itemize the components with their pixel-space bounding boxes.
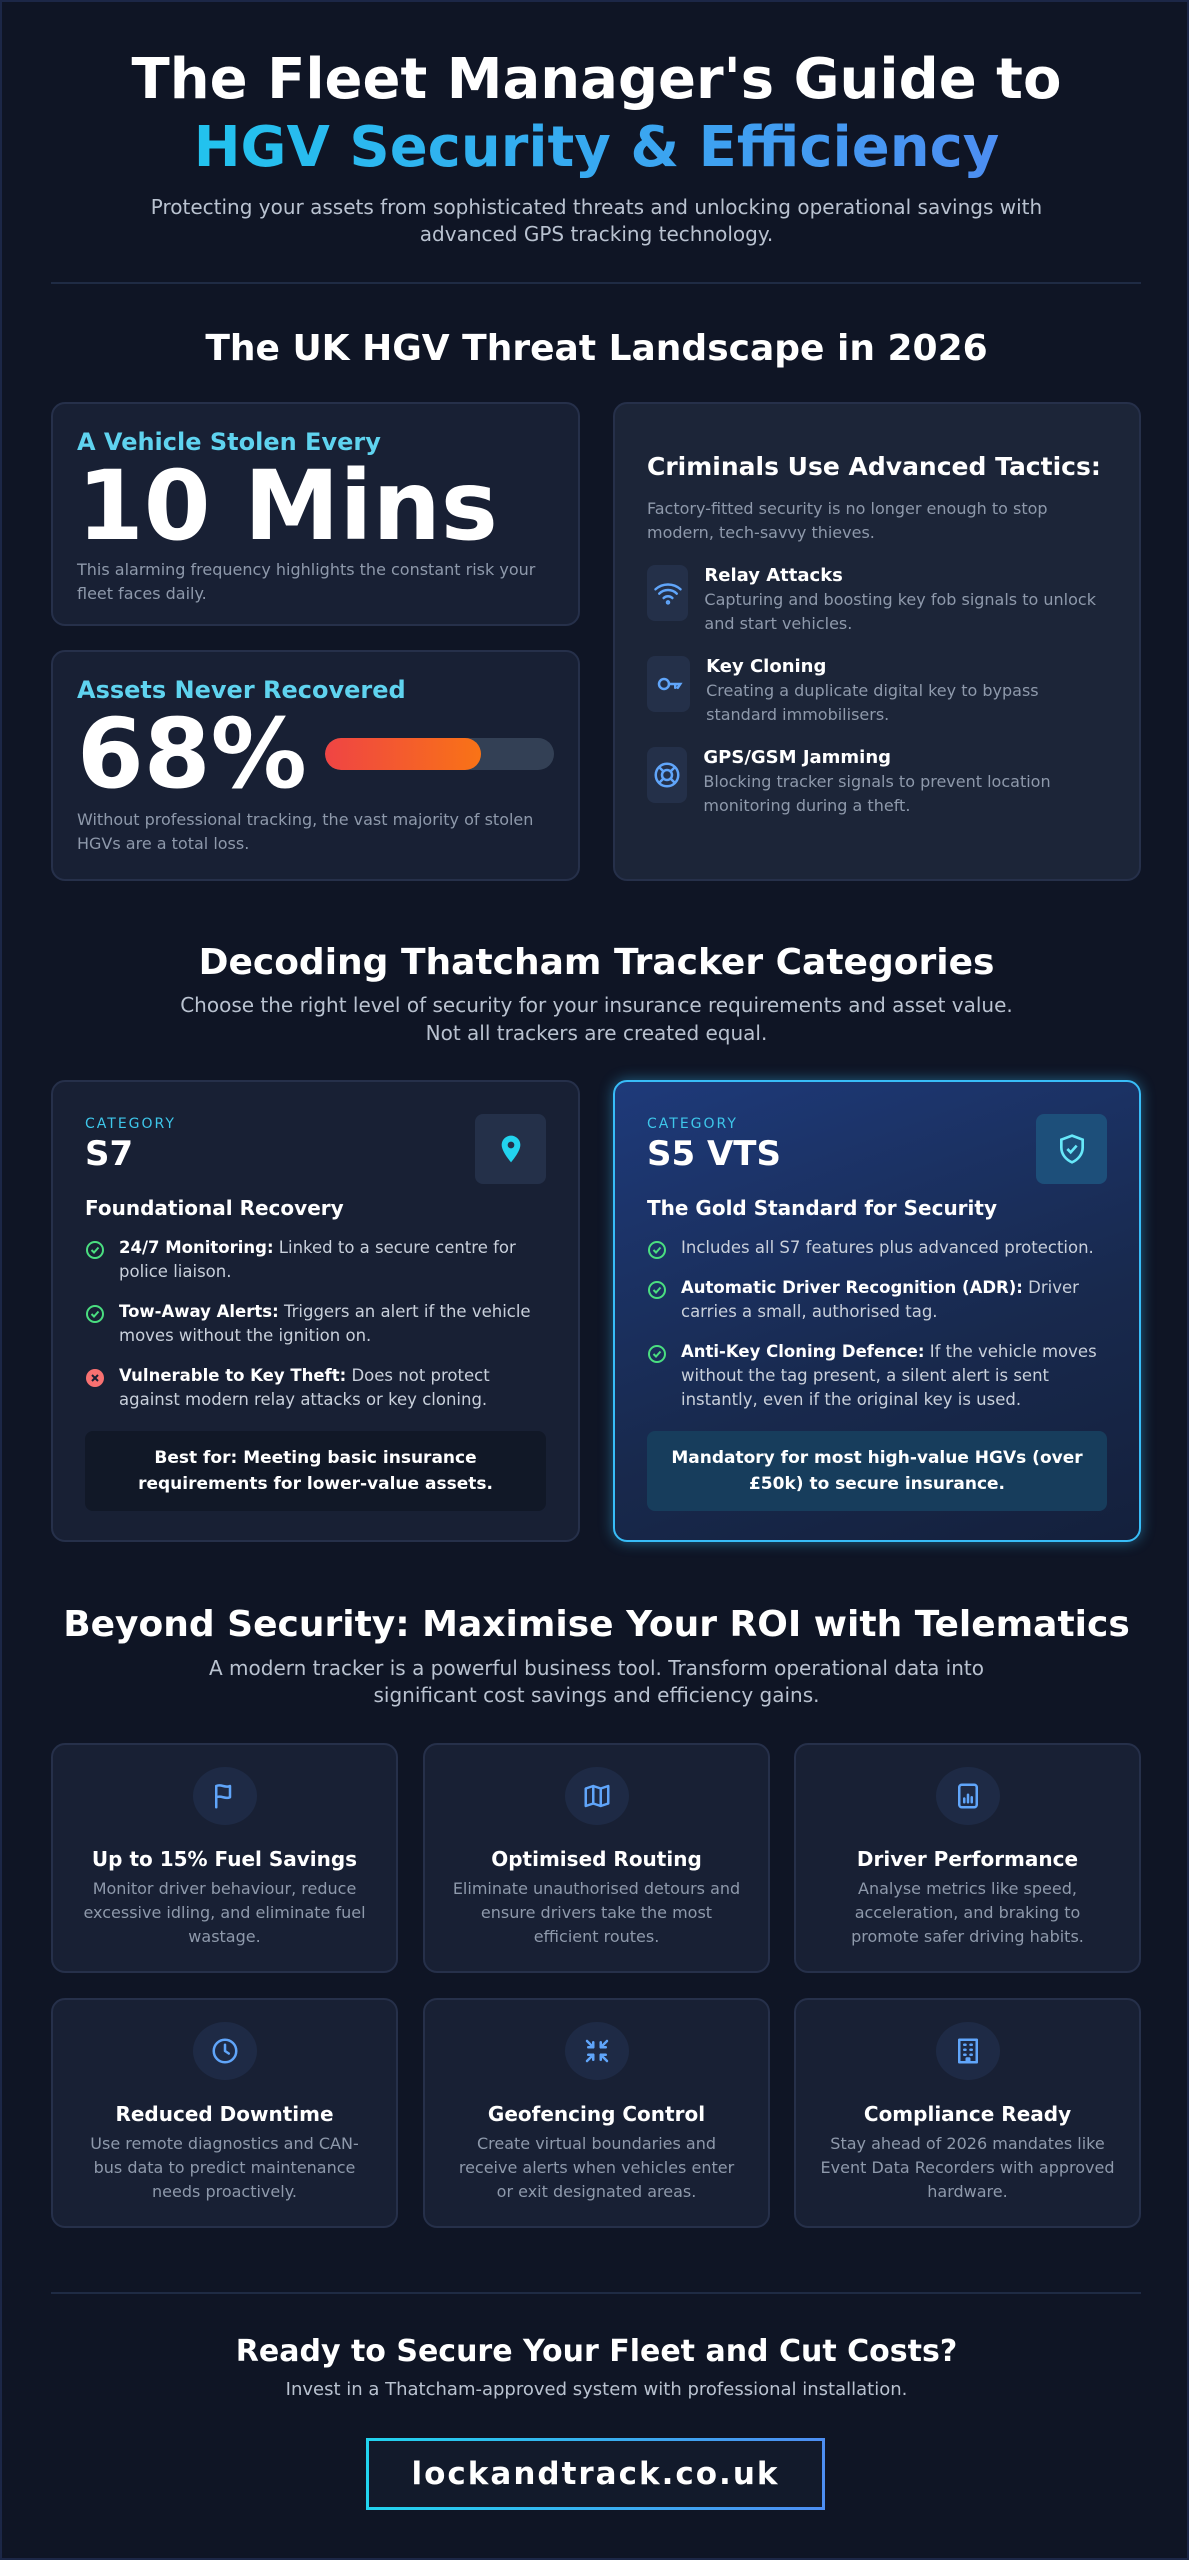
card-footer: Best for: Meeting basic insurance requir… <box>85 1431 546 1511</box>
icon <box>1036 1114 1107 1184</box>
icon <box>935 1767 1000 1825</box>
category-card: CATEGORY S7 Foundational Recovery 24/7 M… <box>51 1080 580 1542</box>
stat-row: 68% <box>77 704 554 804</box>
feature-text: Triggers an alert if the vehicle moves w… <box>119 1302 531 1345</box>
icon <box>475 1114 546 1184</box>
roi-title: Up to 15% Fuel Savings <box>91 1847 358 1871</box>
stat-note: Without professional tracking, the vast … <box>77 810 534 853</box>
feature-text: If the vehicle moves without the tag pre… <box>681 1342 1097 1409</box>
roi-text: Stay ahead of 2026 mandates like Event D… <box>820 2134 1115 2201</box>
stat-note: This alarming frequency highlights the c… <box>77 560 536 603</box>
tactic: Relay Attacks Capturing and boosting key … <box>647 565 1107 636</box>
icon <box>647 565 689 621</box>
stat-label: A Vehicle Stolen Every <box>77 428 381 456</box>
stat-label: Assets Never Recovered <box>77 676 406 704</box>
stat-card: A Vehicle Stolen Every 10 Mins This alar… <box>51 402 580 626</box>
tactics-card: Criminals Use Advanced Tactics: Factory-… <box>613 402 1141 881</box>
roi-card: Reduced Downtime Use remote diagnostics … <box>51 1998 398 2228</box>
roi-title: Reduced Downtime <box>115 2102 334 2126</box>
section-subtitle: Choose the right level of security for y… <box>180 993 1013 1017</box>
kicker: CATEGORY <box>85 1116 176 1132</box>
section-subtitle: A modern tracker is a powerful business … <box>209 1656 984 1680</box>
category-card: CATEGORY S5 VTS The Gold Standard for Se… <box>613 1080 1141 1542</box>
roi-card: Driver Performance Analyse metrics like … <box>794 1743 1141 1973</box>
roi-title: Driver Performance <box>856 1847 1079 1871</box>
roi-text: Eliminate unauthorised detours and ensur… <box>452 1879 741 1946</box>
progress-track <box>324 738 554 770</box>
tactic: GPS/GSM Jamming Blocking tracker signals … <box>647 747 1107 818</box>
roi-title: Optimised Routing <box>491 1847 702 1871</box>
icon <box>192 1767 257 1825</box>
feature: 24/7 Monitoring: Linked to a secure cent… <box>85 1236 546 1284</box>
tactic-title: GPS/GSM Jamming <box>703 747 892 768</box>
feature-text: Linked to a secure centre for police lia… <box>119 1238 516 1281</box>
cta-subtitle: Invest in a Thatcham-approved system wit… <box>285 2379 908 2400</box>
section-subtitle: significant cost savings and efficiency … <box>373 1683 820 1707</box>
roi-text: Create virtual boundaries and receive al… <box>458 2134 735 2201</box>
divider <box>51 2292 1141 2294</box>
progress-bar <box>324 738 481 770</box>
tactic-title: Key Cloning <box>706 656 827 677</box>
tactic-text: Capturing and boosting key fob signals t… <box>704 590 1096 633</box>
section-heading: Beyond Security: Maximise Your ROI with … <box>63 1604 1130 1645</box>
feature-bold: Automatic Driver Recognition (ADR): <box>681 1278 1023 1297</box>
icon <box>647 656 691 712</box>
tactic-text: Creating a duplicate digital key to bypa… <box>706 681 1039 724</box>
roi-card: Up to 15% Fuel Savings Monitor driver be… <box>51 1743 398 1973</box>
icon <box>192 2022 257 2080</box>
section-heading: Decoding Thatcham Tracker Categories <box>198 942 995 983</box>
roi-card: Optimised Routing Eliminate unauthorised… <box>423 1743 770 1973</box>
feature: Includes all S7 features plus advanced p… <box>647 1236 1107 1260</box>
category-name: S5 VTS <box>647 1134 781 1174</box>
tactic: Key Cloning Creating a duplicate digital … <box>647 656 1107 727</box>
cta-button[interactable]: lockandtrack.co.uk <box>366 2438 825 2510</box>
roi-text: Use remote diagnostics and CAN-bus data … <box>90 2134 359 2201</box>
kicker: CATEGORY <box>647 1116 738 1132</box>
feature-text: Does not protect against modern relay at… <box>119 1366 490 1409</box>
tactics-heading: Criminals Use Advanced Tactics: <box>647 452 1101 481</box>
feature: Anti-Key Cloning Defence: If the vehicle… <box>647 1340 1107 1412</box>
title: The Fleet Manager's Guide to <box>131 47 1062 112</box>
roi-title: Compliance Ready <box>863 2102 1072 2126</box>
category-name: S7 <box>85 1134 134 1174</box>
feature-bold: Tow-Away Alerts: <box>119 1302 279 1321</box>
tactics-intro: Factory-fitted security is no longer eno… <box>647 499 1048 542</box>
title-accent-text: HGV Security & Efficiency <box>193 115 1000 180</box>
icon <box>647 747 688 803</box>
feature: Vulnerable to Key Theft: Does not protec… <box>85 1364 546 1412</box>
stat-value: 68% <box>77 698 307 810</box>
roi-text: Analyse metrics like speed, acceleration… <box>851 1879 1084 1946</box>
icon <box>564 1767 629 1825</box>
stat-value: 10 Mins <box>77 450 498 562</box>
divider <box>51 282 1141 284</box>
tactic-text: Blocking tracker signals to prevent loca… <box>703 772 1051 815</box>
roi-card: Compliance Ready Stay ahead of 2026 mand… <box>794 1998 1141 2228</box>
feature: Automatic Driver Recognition (ADR): Driv… <box>647 1276 1107 1324</box>
title-accent: HGV Security & Efficiency <box>2 114 1187 182</box>
card-footer: Mandatory for most high-value HGVs (over… <box>647 1431 1107 1511</box>
section-subtitle: Not all trackers are created equal. <box>425 1021 768 1045</box>
feature-bold: 24/7 Monitoring: <box>119 1238 274 1257</box>
feature-text: Includes all S7 features plus advanced p… <box>681 1238 1094 1257</box>
category-tagline: Foundational Recovery <box>85 1196 344 1220</box>
section-heading: The UK HGV Threat Landscape in 2026 <box>205 328 988 369</box>
feature-bold: Vulnerable to Key Theft: <box>119 1366 347 1385</box>
cta-heading: Ready to Secure Your Fleet and Cut Costs… <box>235 2334 958 2369</box>
stat-card: Assets Never Recovered 68% Without profe… <box>51 650 580 881</box>
category-tagline: The Gold Standard for Security <box>647 1196 997 1220</box>
icon <box>564 2022 629 2080</box>
roi-card: Geofencing Control Create virtual bounda… <box>423 1998 770 2228</box>
roi-title: Geofencing Control <box>487 2102 706 2126</box>
feature: Tow-Away Alerts: Triggers an alert if th… <box>85 1300 546 1348</box>
subtitle: Protecting your assets from sophisticate… <box>150 195 1043 246</box>
feature-text: Driver carries a small, authorised tag. <box>681 1278 1079 1321</box>
icon <box>935 2022 1000 2080</box>
roi-text: Monitor driver behaviour, reduce excessi… <box>83 1879 366 1946</box>
tactic-title: Relay Attacks <box>704 565 843 586</box>
feature-bold: Anti-Key Cloning Defence: <box>681 1342 925 1361</box>
